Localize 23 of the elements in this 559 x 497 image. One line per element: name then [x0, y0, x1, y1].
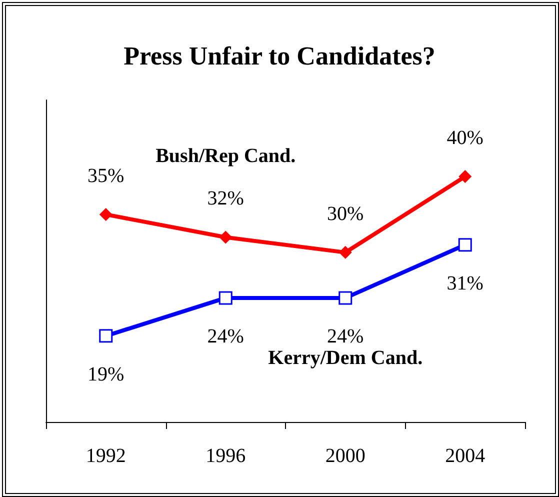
point	[218, 291, 232, 305]
x-tick-label: 2000	[325, 445, 366, 467]
point	[99, 329, 113, 343]
text: Bush/Rep Cand.	[156, 144, 296, 167]
data-label: 35%	[88, 164, 124, 187]
data-label: 32%	[207, 188, 244, 210]
data-label: 24%	[327, 326, 364, 348]
point	[338, 291, 352, 305]
data-label: 40%	[446, 127, 484, 150]
point	[458, 170, 472, 184]
point	[458, 238, 472, 252]
point	[99, 208, 112, 221]
data-label: 24%	[207, 326, 244, 348]
x-tick-label: 1992	[86, 445, 126, 467]
point	[338, 246, 352, 259]
data-label: 31%	[446, 272, 484, 295]
x-tick-label: 2004	[445, 445, 486, 467]
point	[219, 230, 232, 244]
x-tick-label: 1996	[206, 445, 246, 467]
data-label: 19%	[88, 364, 124, 386]
data-label: 30%	[327, 202, 364, 225]
text: Kerry/Dem Cand.	[268, 347, 423, 370]
chart-title: Press Unfair to Candidates?	[124, 42, 436, 70]
